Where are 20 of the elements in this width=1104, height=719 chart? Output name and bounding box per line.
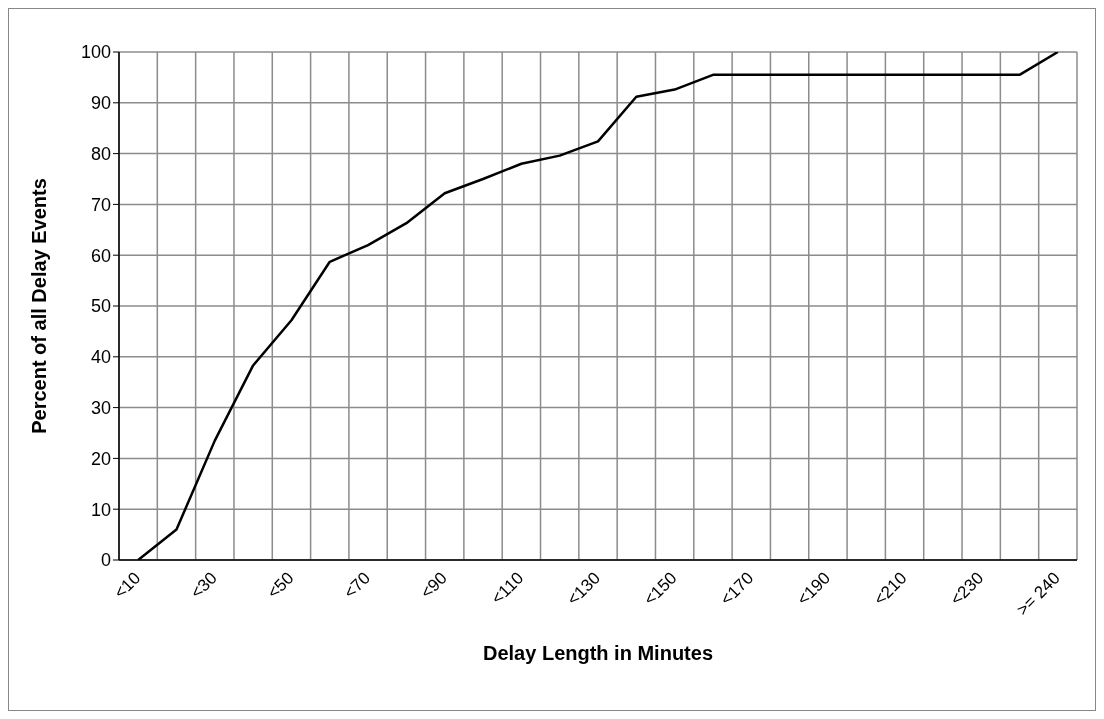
y-axis-title: Percent of all Delay Events xyxy=(28,178,51,434)
y-tick-label: 90 xyxy=(90,93,111,114)
y-tick-label: 0 xyxy=(100,550,111,571)
x-tick-label: <90 xyxy=(416,568,451,603)
x-tick-label: <30 xyxy=(186,568,221,603)
y-tick-label: 100 xyxy=(80,42,111,63)
x-tick-label: <10 xyxy=(110,568,145,603)
x-axis-title: Delay Length in Minutes xyxy=(482,642,714,664)
x-tick-label: <70 xyxy=(340,568,375,603)
x-tick-label: <110 xyxy=(487,568,528,609)
x-tick-label: <50 xyxy=(263,568,298,603)
y-tick-label: 60 xyxy=(90,245,111,266)
y-tick-label: 70 xyxy=(90,194,111,215)
y-tick-label: 30 xyxy=(90,397,111,418)
y-tick-label: 80 xyxy=(90,143,111,164)
y-tick-label: 20 xyxy=(90,448,111,469)
y-tick-label: 40 xyxy=(90,347,111,368)
y-tick-label: 50 xyxy=(90,296,111,317)
x-tick-label: >= 240 xyxy=(1012,568,1064,620)
y-tick-label: 10 xyxy=(90,499,111,520)
